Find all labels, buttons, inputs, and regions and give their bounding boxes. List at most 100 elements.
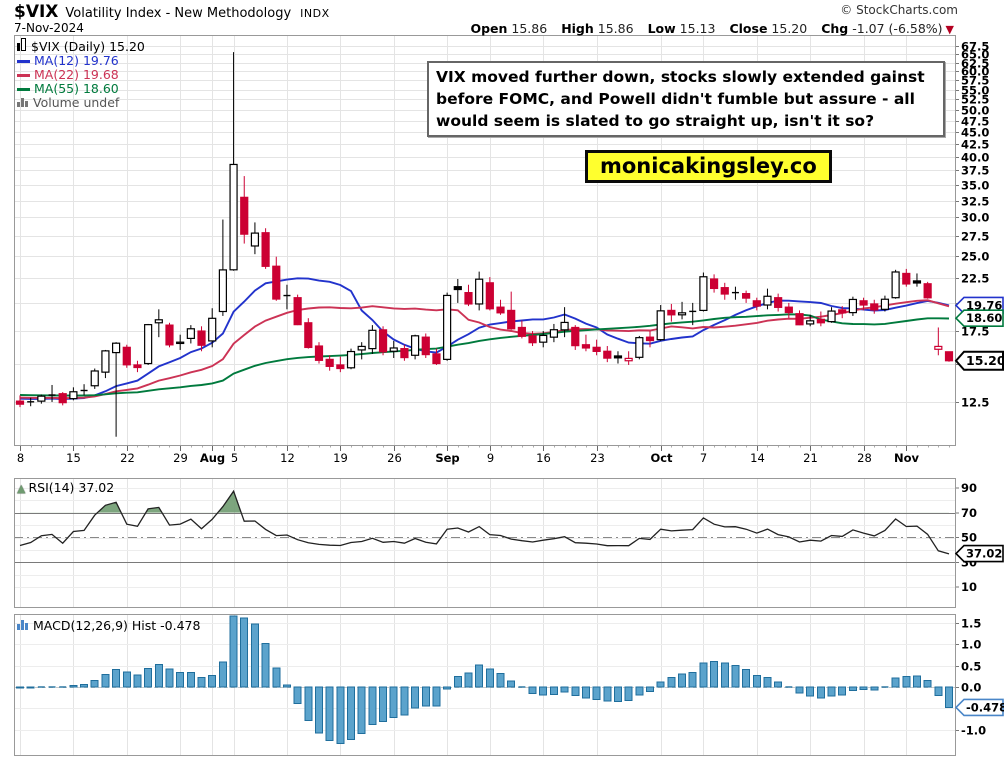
ma12-line-swatch-icon bbox=[17, 60, 30, 63]
svg-text:Sep: Sep bbox=[435, 451, 459, 465]
svg-text:50: 50 bbox=[961, 531, 977, 545]
legend-ma22-row: MA(22) 19.68 bbox=[17, 67, 119, 82]
svg-text:-0.478: -0.478 bbox=[966, 700, 1004, 714]
svg-text:15.20: 15.20 bbox=[966, 353, 1004, 368]
svg-text:37.5: 37.5 bbox=[961, 164, 989, 178]
svg-text:50.0: 50.0 bbox=[961, 104, 989, 118]
exchange-label: INDX bbox=[300, 7, 330, 20]
svg-text:7: 7 bbox=[700, 451, 707, 465]
svg-text:57.5: 57.5 bbox=[961, 74, 989, 88]
svg-text:1.0: 1.0 bbox=[961, 638, 981, 652]
low-label: Low bbox=[647, 21, 676, 36]
svg-text:23: 23 bbox=[590, 451, 605, 465]
svg-text:29: 29 bbox=[173, 451, 188, 465]
legend-ma55-row: MA(55) 18.60 bbox=[17, 81, 119, 96]
legend-ma12-text: MA(12) 19.76 bbox=[34, 53, 119, 68]
chg-value: -1.07 (-6.58%) bbox=[852, 21, 943, 36]
axis-labels: 12.5 17.5 22.5 25.0 27.5 30.0 32.5 35.037.540.0… bbox=[14, 35, 989, 756]
chart-date: 7-Nov-2024 bbox=[14, 21, 84, 35]
legend-ma55-text: MA(55) 18.60 bbox=[34, 81, 119, 96]
svg-text:27.5: 27.5 bbox=[961, 230, 989, 244]
chart-series bbox=[15, 52, 954, 744]
legend-price-row: $VIX (Daily) 15.20 bbox=[17, 38, 145, 54]
legend-volume-text: Volume undef bbox=[33, 95, 120, 110]
svg-text:8: 8 bbox=[17, 451, 24, 465]
analyst-annotation-box: VIX moved further down, stocks slowly ex… bbox=[427, 61, 945, 137]
svg-text:-1.0: -1.0 bbox=[961, 724, 986, 738]
rsi-area-icon: ▲ bbox=[17, 482, 26, 495]
candlestick-icon bbox=[17, 38, 27, 54]
svg-text:19: 19 bbox=[333, 451, 348, 465]
svg-text:35.0: 35.0 bbox=[961, 179, 989, 193]
svg-text:90: 90 bbox=[961, 481, 977, 495]
ma22-line bbox=[19, 299, 950, 400]
high-label: High bbox=[561, 21, 594, 36]
svg-text:55.0: 55.0 bbox=[961, 84, 989, 98]
close-value: 15.20 bbox=[771, 21, 808, 36]
svg-text:30.0: 30.0 bbox=[961, 211, 989, 225]
copyright-notice: © StockCharts.com bbox=[840, 3, 958, 17]
legend-ma12-row: MA(12) 19.76 bbox=[17, 53, 119, 68]
svg-text:9: 9 bbox=[487, 451, 494, 465]
svg-text:40.0: 40.0 bbox=[961, 151, 989, 165]
chg-down-arrow-icon: ▼ bbox=[945, 23, 954, 36]
svg-text:Aug: Aug bbox=[200, 451, 225, 465]
gridlines bbox=[14, 35, 959, 755]
high-value: 15.86 bbox=[597, 21, 634, 36]
ohlc-quote-line: Open 15.86 High 15.86 Low 15.13 Close 15.20 … bbox=[460, 21, 954, 36]
svg-text:0.5: 0.5 bbox=[961, 660, 981, 674]
svg-text:32.5: 32.5 bbox=[961, 195, 989, 209]
svg-text:12.5: 12.5 bbox=[961, 396, 989, 410]
svg-text:16: 16 bbox=[536, 451, 551, 465]
svg-text:10: 10 bbox=[961, 580, 977, 594]
rsi-panel-label: ▲ RSI(14) 37.02 bbox=[17, 480, 114, 495]
svg-text:17.5: 17.5 bbox=[961, 325, 989, 339]
svg-text:26: 26 bbox=[387, 451, 402, 465]
low-value: 15.13 bbox=[679, 21, 716, 36]
svg-text:25.0: 25.0 bbox=[961, 250, 989, 264]
svg-text:67.5: 67.5 bbox=[961, 40, 989, 54]
svg-text:12: 12 bbox=[280, 451, 295, 465]
macd-panel-label: MACD(12,26,9) Hist -0.478 bbox=[17, 618, 200, 633]
legend-price-text: $VIX (Daily) 15.20 bbox=[31, 39, 145, 54]
svg-text:18.60: 18.60 bbox=[966, 311, 1002, 325]
svg-text:21: 21 bbox=[803, 451, 818, 465]
volume-bars-icon bbox=[17, 95, 29, 110]
svg-text:70: 70 bbox=[961, 506, 977, 520]
legend-ma22-text: MA(22) 19.68 bbox=[34, 67, 119, 82]
svg-text:52.5: 52.5 bbox=[961, 93, 989, 107]
ticker-symbol: $VIX bbox=[14, 2, 59, 22]
svg-text:42.5: 42.5 bbox=[961, 138, 989, 152]
svg-text:15: 15 bbox=[66, 451, 81, 465]
rsi-overbought-fill bbox=[20, 491, 949, 513]
ma12-line bbox=[19, 277, 950, 401]
svg-text:1.5: 1.5 bbox=[961, 617, 981, 631]
ma55-line bbox=[19, 313, 950, 397]
svg-text:5: 5 bbox=[231, 451, 238, 465]
rsi-line bbox=[19, 489, 950, 555]
svg-text:Oct: Oct bbox=[650, 451, 673, 465]
ma55-line-swatch-icon bbox=[17, 88, 30, 91]
svg-text:14: 14 bbox=[750, 451, 765, 465]
site-badge: monicakingsley.co bbox=[585, 150, 832, 183]
svg-text:28: 28 bbox=[857, 451, 872, 465]
ma22-line-swatch-icon bbox=[17, 74, 30, 77]
macd-label-text: MACD(12,26,9) Hist -0.478 bbox=[33, 618, 201, 633]
svg-text:47.5: 47.5 bbox=[961, 115, 989, 129]
chg-label: Chg bbox=[821, 21, 849, 36]
open-value: 15.86 bbox=[511, 21, 548, 36]
svg-text:22: 22 bbox=[120, 451, 135, 465]
svg-text:60.0: 60.0 bbox=[961, 65, 989, 79]
svg-text:37.02: 37.02 bbox=[966, 547, 1002, 561]
svg-text:0.0: 0.0 bbox=[961, 681, 981, 695]
instrument-name: Volatility Index - New Methodology bbox=[65, 6, 292, 21]
chart-header: $VIX Volatility Index - New Methodology IN… bbox=[14, 2, 330, 22]
legend-volume-row: Volume undef bbox=[17, 95, 119, 110]
svg-text:65.0: 65.0 bbox=[961, 48, 989, 62]
svg-text:62.5: 62.5 bbox=[961, 57, 989, 71]
svg-text:22.5: 22.5 bbox=[961, 272, 989, 286]
svg-text:Nov: Nov bbox=[894, 451, 920, 465]
macd-bars-icon bbox=[17, 618, 29, 633]
